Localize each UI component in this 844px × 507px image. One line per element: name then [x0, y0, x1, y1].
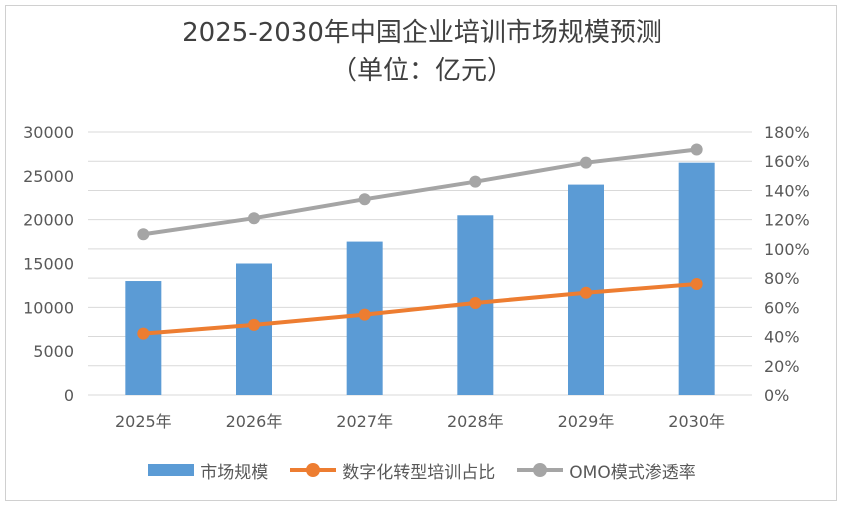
x-tick-label: 2027年: [336, 412, 393, 431]
legend-label: 市场规模: [200, 462, 269, 483]
y-left-tick-label: 0: [64, 386, 74, 405]
y-right-tick-label: 20%: [764, 357, 800, 376]
chart-subtitle: （单位：亿元）: [330, 56, 513, 86]
point-digital-share: [248, 318, 260, 331]
point-omo-rate: [469, 175, 482, 188]
chart-title: 2025-2030年中国企业培训市场规模预测: [182, 18, 662, 48]
y-left-tick-label: 10000: [23, 298, 74, 317]
legend: 市场规模 数字化转型培训占比 OMO模式渗透率: [0, 456, 844, 484]
x-tick-label: 2026年: [226, 412, 283, 431]
point-omo-rate: [137, 228, 150, 241]
y-right-tick-label: 0%: [764, 386, 789, 405]
legend-label: OMO模式渗透率: [569, 462, 696, 483]
point-digital-share: [690, 277, 703, 290]
point-omo-rate: [690, 143, 703, 156]
point-omo-rate: [358, 193, 371, 206]
y-right-tick-label: 80%: [764, 269, 800, 288]
legend-swatch-bar: [148, 464, 195, 476]
point-omo-rate: [248, 212, 260, 225]
y-left-tick-label: 5000: [33, 342, 74, 361]
point-digital-share: [358, 308, 371, 321]
point-digital-share: [469, 296, 482, 309]
line-omo-rate: [143, 147, 697, 237]
y-left-tick-label: 25000: [23, 167, 74, 186]
point-omo-rate: [580, 156, 592, 169]
y-right-tick-label: 100%: [764, 240, 810, 259]
point-digital-share: [580, 286, 592, 299]
y-right-tick-label: 140%: [764, 181, 810, 200]
y-right-tick-label: 120%: [764, 211, 810, 230]
legend-swatch-orange-line: [290, 463, 337, 477]
y-left-tick-label: 20000: [23, 211, 74, 230]
x-tick-label: 2029年: [558, 412, 615, 431]
y-right-tick-label: 40%: [764, 328, 800, 347]
legend-item-omo-rate: OMO模式渗透率: [517, 458, 696, 483]
point-digital-share: [137, 327, 150, 340]
y-left-tick-label: 30000: [23, 123, 74, 142]
y-right-tick-label: 160%: [764, 152, 810, 171]
legend-item-digital-share: 数字化转型培训占比: [290, 458, 495, 483]
x-tick-label: 2028年: [447, 412, 504, 431]
legend-swatch-gray-line: [517, 463, 564, 477]
line-digital-share: [143, 281, 697, 336]
y-right-tick-label: 180%: [764, 123, 810, 142]
y-right-tick-label: 60%: [764, 298, 800, 317]
legend-item-market-size: 市场规模: [148, 458, 268, 483]
y-left-tick-label: 15000: [23, 255, 74, 274]
x-tick-label: 2025年: [115, 412, 172, 431]
legend-label: 数字化转型培训占比: [342, 462, 496, 483]
x-tick-label: 2030年: [668, 412, 725, 431]
